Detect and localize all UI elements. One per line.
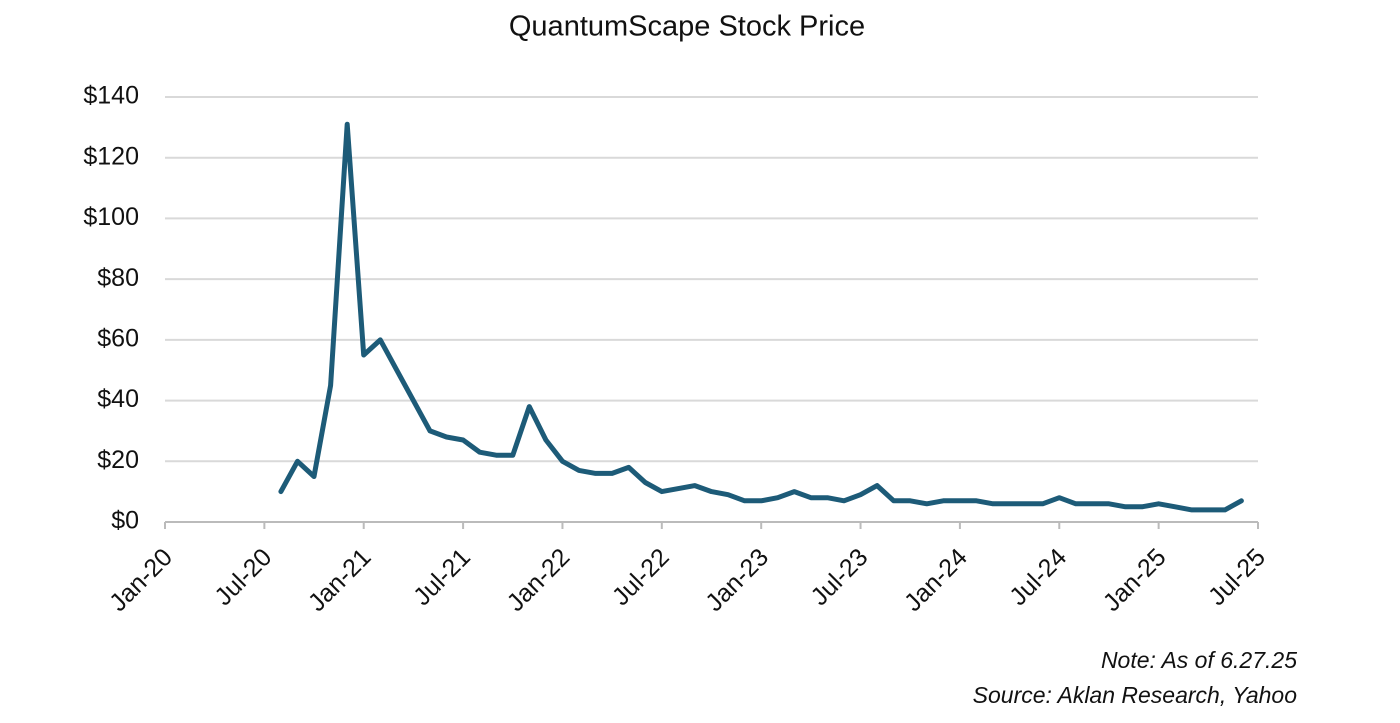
y-tick-label: $0	[111, 507, 139, 535]
x-tick-label: Jan-21	[303, 543, 377, 617]
y-tick-label: $40	[97, 385, 139, 413]
price-line	[278, 121, 1244, 513]
x-tick-label: Jul-24	[1004, 543, 1072, 611]
y-tick-label: $140	[83, 82, 139, 110]
y-tick-label: $100	[83, 203, 139, 231]
y-tick-label: $20	[97, 446, 139, 474]
y-tick-label: $120	[83, 142, 139, 170]
x-tick-label: Jan-20	[104, 543, 178, 617]
x-tick-label: Jan-24	[899, 543, 973, 617]
x-tick-label: Jul-20	[209, 543, 277, 611]
y-tick-label: $60	[97, 324, 139, 352]
x-tick-label: Jul-23	[806, 543, 874, 611]
x-tick-label: Jan-22	[502, 543, 576, 617]
chart-title: QuantumScape Stock Price	[509, 11, 865, 43]
x-tick-label: Jul-22	[607, 543, 675, 611]
source: Source: Aklan Research, Yahoo	[973, 682, 1298, 708]
x-tick-label: Jan-23	[700, 543, 774, 617]
x-tick-label: Jul-21	[408, 543, 476, 611]
x-tick-label: Jul-25	[1203, 543, 1271, 611]
x-tick-label: Jan-25	[1098, 543, 1172, 617]
note: Note: As of 6.27.25	[1101, 647, 1297, 673]
y-tick-label: $80	[97, 264, 139, 292]
